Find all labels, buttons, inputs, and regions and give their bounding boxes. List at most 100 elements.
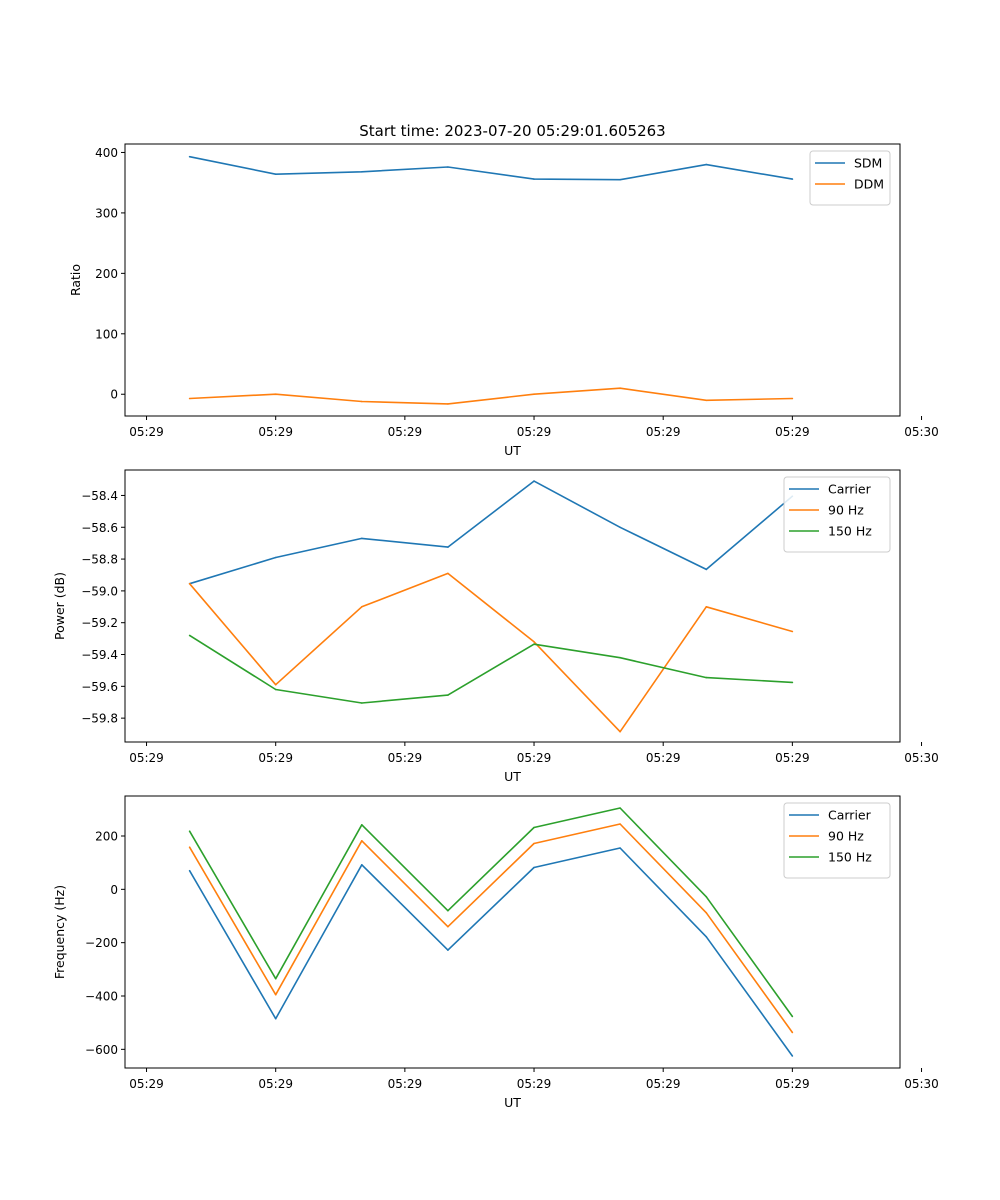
chart-2-legend-label-150-hz: 150 Hz — [828, 524, 872, 539]
chart-2-axes-frame — [124, 469, 901, 743]
chart-2-series-90-hz-line — [188, 572, 793, 733]
chart-2-legend-label-carrier: Carrier — [828, 482, 872, 497]
chart-1-ddm-point-7 — [705, 399, 708, 402]
chart-1-title: Start time: 2023-07-20 05:29:01.605263 — [359, 122, 665, 140]
chart-3-legend: Carrier 90 Hz 150 Hz — [783, 802, 891, 879]
chart-2-carrier-point-4 — [447, 546, 449, 548]
chart-2-legend-box — [783, 476, 891, 553]
chart-1-legend-label-ddm: DDM — [854, 177, 884, 192]
chart-2-legend-label-90-hz: 90 Hz — [828, 503, 864, 518]
chart-1-x-tick-label-6: 05:29 — [775, 425, 810, 439]
chart-2-150-hz-point-3 — [361, 702, 363, 704]
chart-3-y-tick-label-4: 0 — [110, 883, 118, 897]
chart-2-150-hz-point-2 — [274, 688, 277, 691]
chart-3-carrier-point-4 — [447, 949, 449, 951]
chart-1-sdm-point-8 — [791, 178, 794, 180]
chart-2-150-hz-point-6 — [619, 656, 621, 659]
chart-1-sdm-point-5 — [533, 178, 535, 180]
chart-1-x-axis-label: UT — [504, 443, 521, 458]
chart-3-y-tick-label-1: −600 — [85, 1043, 118, 1057]
chart-1-y-tick-label-1: 0 — [110, 388, 118, 402]
chart-2: 05:29 05:29 05:29 05:29 05:29 05:29 05:30 −59.8… — [52, 469, 939, 784]
chart-2-x-tick-label-4: 05:29 — [517, 751, 552, 765]
chart-3-x-tick-label-4: 05:29 — [517, 1077, 552, 1091]
chart-2-x-tick-label-2: 05:29 — [258, 751, 293, 765]
chart-1-ddm-point-3 — [361, 400, 363, 403]
chart-1-legend: SDM DDM — [809, 150, 891, 206]
chart-3-y-axis-label: Frequency (Hz) — [52, 885, 67, 979]
chart-3-90-hz-point-7 — [705, 912, 708, 914]
chart-3-carrier-point-2 — [274, 1017, 277, 1020]
chart-1-ddm-point-4 — [447, 403, 449, 405]
chart-3-y-tick-label-2: −400 — [85, 990, 118, 1004]
chart-2-series-carrier-line — [189, 480, 793, 585]
chart-1-legend-label-sdm: SDM — [854, 156, 882, 171]
chart-3-legend-label-90-hz: 90 Hz — [828, 829, 864, 844]
chart-1-x-tick-label-7: 05:30 — [904, 425, 939, 439]
chart-2-90-hz-point-8 — [791, 630, 794, 633]
chart-1-y-tick-label-5: 400 — [95, 146, 118, 160]
chart-2-x-tick-label-7: 05:30 — [904, 751, 939, 765]
chart-2-x-tick-label-1: 05:29 — [129, 751, 164, 765]
chart-2-150-hz-point-4 — [447, 694, 449, 696]
chart-2-y-axis-label: Power (dB) — [52, 572, 67, 640]
chart-1-sdm-point-3 — [361, 171, 363, 173]
chart-3-x-tick-label-3: 05:29 — [388, 1077, 423, 1091]
chart-3-series-90-hz-line — [188, 823, 794, 1033]
chart-3-y-tick-label-3: −200 — [85, 936, 118, 950]
charts-layer: Start time: 2023-07-20 05:29:01.605263 05… — [52, 122, 939, 1110]
chart-2-carrier-point-6 — [619, 526, 621, 529]
chart-3: 05:29 05:29 05:29 05:29 05:29 05:29 05:30 −600 −… — [52, 795, 939, 1110]
chart-1-legend-box — [809, 150, 891, 206]
chart-3-carrier-point-3 — [361, 864, 363, 866]
chart-2-y-tick-label-6: −58.8 — [81, 553, 118, 567]
chart-2-150-hz-point-8 — [791, 681, 794, 684]
chart-3-x-tick-label-2: 05:29 — [258, 1077, 293, 1091]
chart-3-150-hz-point-5 — [533, 826, 535, 829]
chart-1-ddm-point-2 — [274, 393, 277, 396]
chart-2-x-axis-label: UT — [504, 769, 521, 784]
chart-3-150-hz-point-7 — [705, 896, 708, 898]
chart-2-90-hz-point-7 — [705, 606, 708, 608]
chart-1-series-ddm-line — [189, 387, 793, 405]
chart-1-x-tick-label-1: 05:29 — [129, 425, 164, 439]
chart-2-x-tick-label-5: 05:29 — [646, 751, 681, 765]
chart-1-y-axis-label: Ratio — [68, 264, 83, 296]
chart-3-y-tick-label-5: 200 — [95, 830, 118, 844]
chart-1-axes-frame — [124, 143, 901, 417]
chart-3-90-hz-point-4 — [447, 925, 449, 928]
chart-3-150-hz-point-1 — [188, 830, 191, 832]
chart-3-90-hz-point-6 — [619, 823, 621, 825]
chart-3-x-tick-label-1: 05:29 — [129, 1077, 164, 1091]
chart-2-150-hz-point-7 — [705, 676, 708, 679]
chart-2-y-tick-label-3: −59.4 — [81, 648, 118, 662]
chart-3-150-hz-point-6 — [619, 807, 621, 809]
chart-3-series-150-hz-line — [188, 807, 794, 1017]
chart-1-sdm-point-6 — [619, 178, 621, 181]
chart-3-legend-label-carrier: Carrier — [828, 808, 872, 823]
chart-2-y-tick-label-8: −58.4 — [81, 489, 118, 503]
chart-3-carrier-point-6 — [619, 847, 621, 849]
chart-1-sdm-point-4 — [447, 166, 449, 168]
chart-1-x-tick-label-4: 05:29 — [517, 425, 552, 439]
chart-3-carrier-point-8 — [791, 1055, 794, 1057]
chart-2-150-hz-point-5 — [533, 643, 535, 645]
chart-2-y-tick-label-5: −59.0 — [81, 584, 118, 598]
chart-1-x-tick-label-5: 05:29 — [646, 425, 681, 439]
chart-1-sdm-point-1 — [188, 155, 191, 158]
chart-1-ddm-point-6 — [619, 387, 621, 390]
chart-1-ddm-point-8 — [791, 397, 794, 400]
chart-3-legend-box — [783, 802, 891, 879]
chart-2-carrier-point-5 — [533, 480, 535, 482]
chart-2-legend: Carrier 90 Hz 150 Hz — [783, 476, 891, 553]
chart-2-x-tick-label-3: 05:29 — [388, 751, 423, 765]
chart-2-90-hz-point-4 — [447, 572, 449, 575]
chart-1-sdm-point-2 — [274, 173, 277, 175]
chart-1-y-tick-label-4: 300 — [95, 206, 118, 220]
chart-1-x-tick-label-2: 05:29 — [258, 425, 293, 439]
chart-2-90-hz-point-6 — [619, 730, 621, 733]
chart-2-y-tick-label-4: −59.2 — [81, 616, 118, 630]
chart-1-y-tick-label-2: 100 — [95, 327, 118, 341]
chart-3-90-hz-point-3 — [361, 840, 363, 842]
